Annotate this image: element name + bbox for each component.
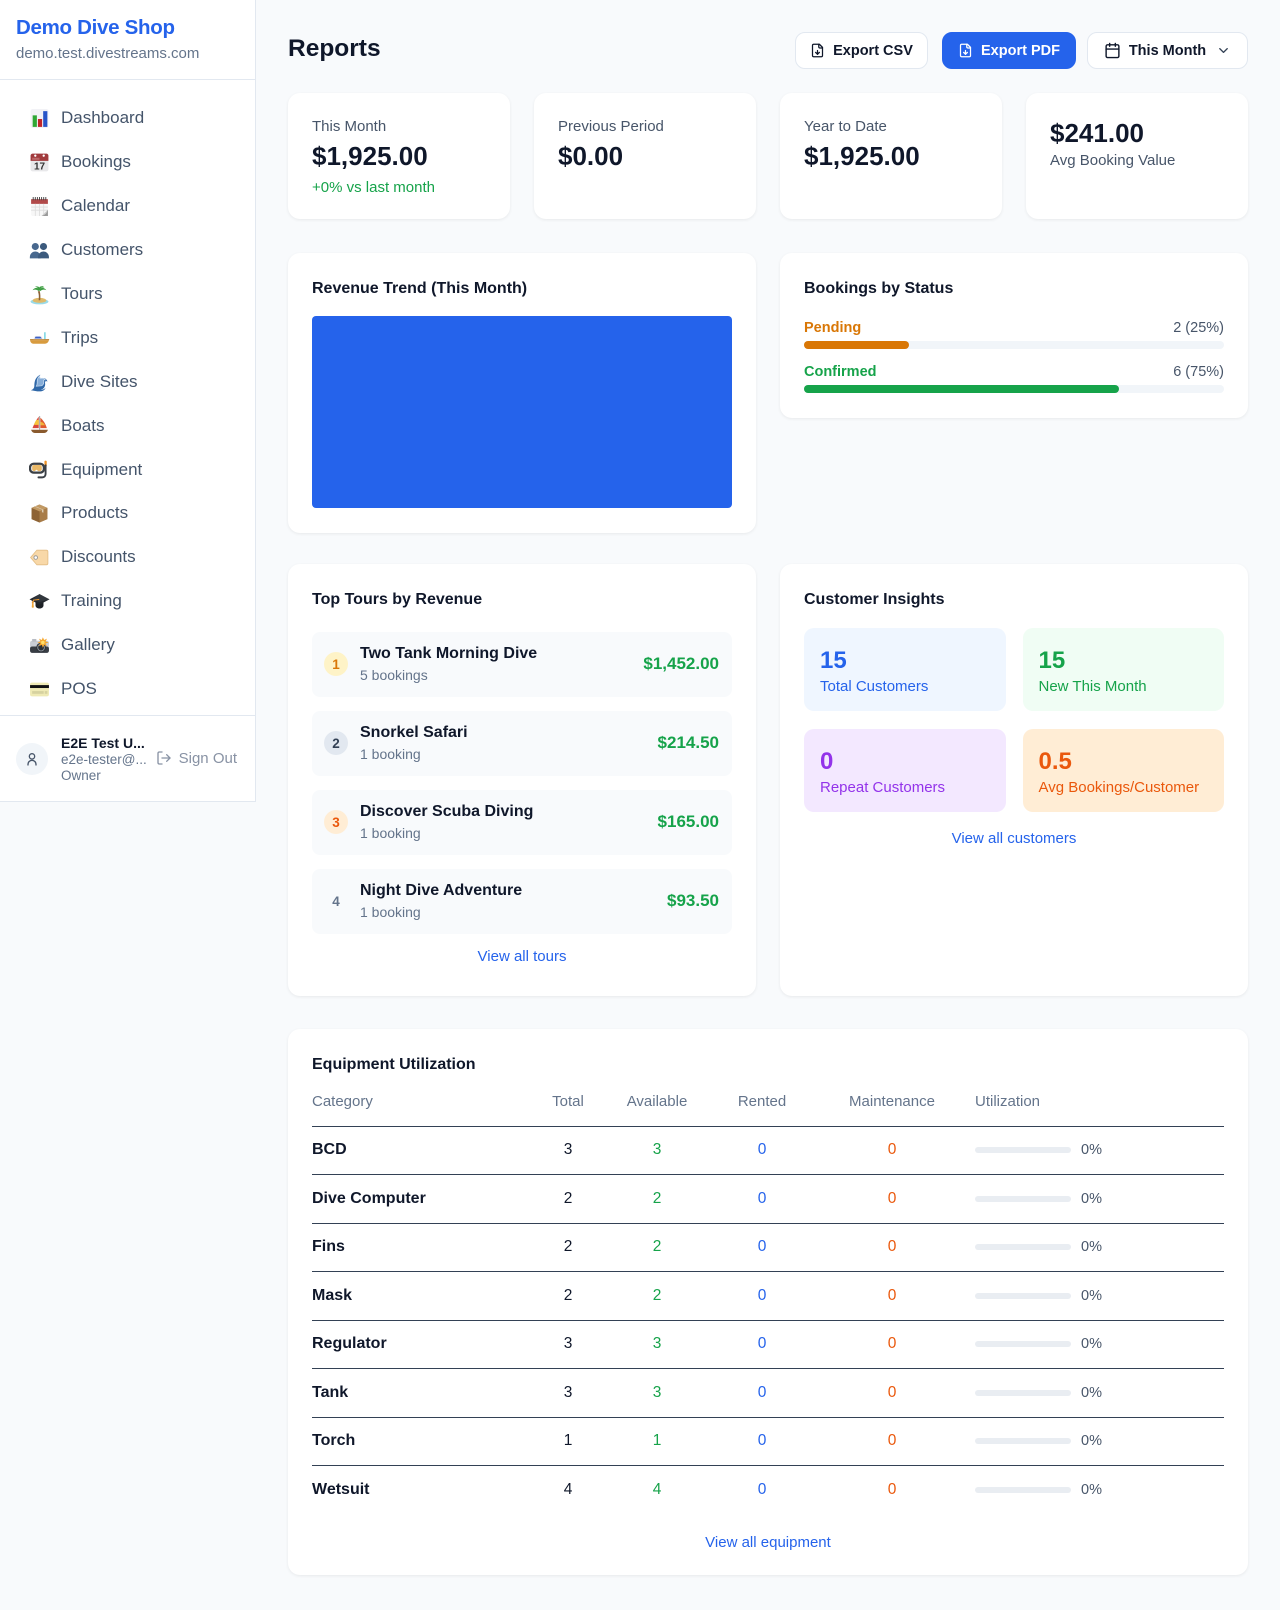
svg-text:17: 17 [34, 161, 46, 172]
